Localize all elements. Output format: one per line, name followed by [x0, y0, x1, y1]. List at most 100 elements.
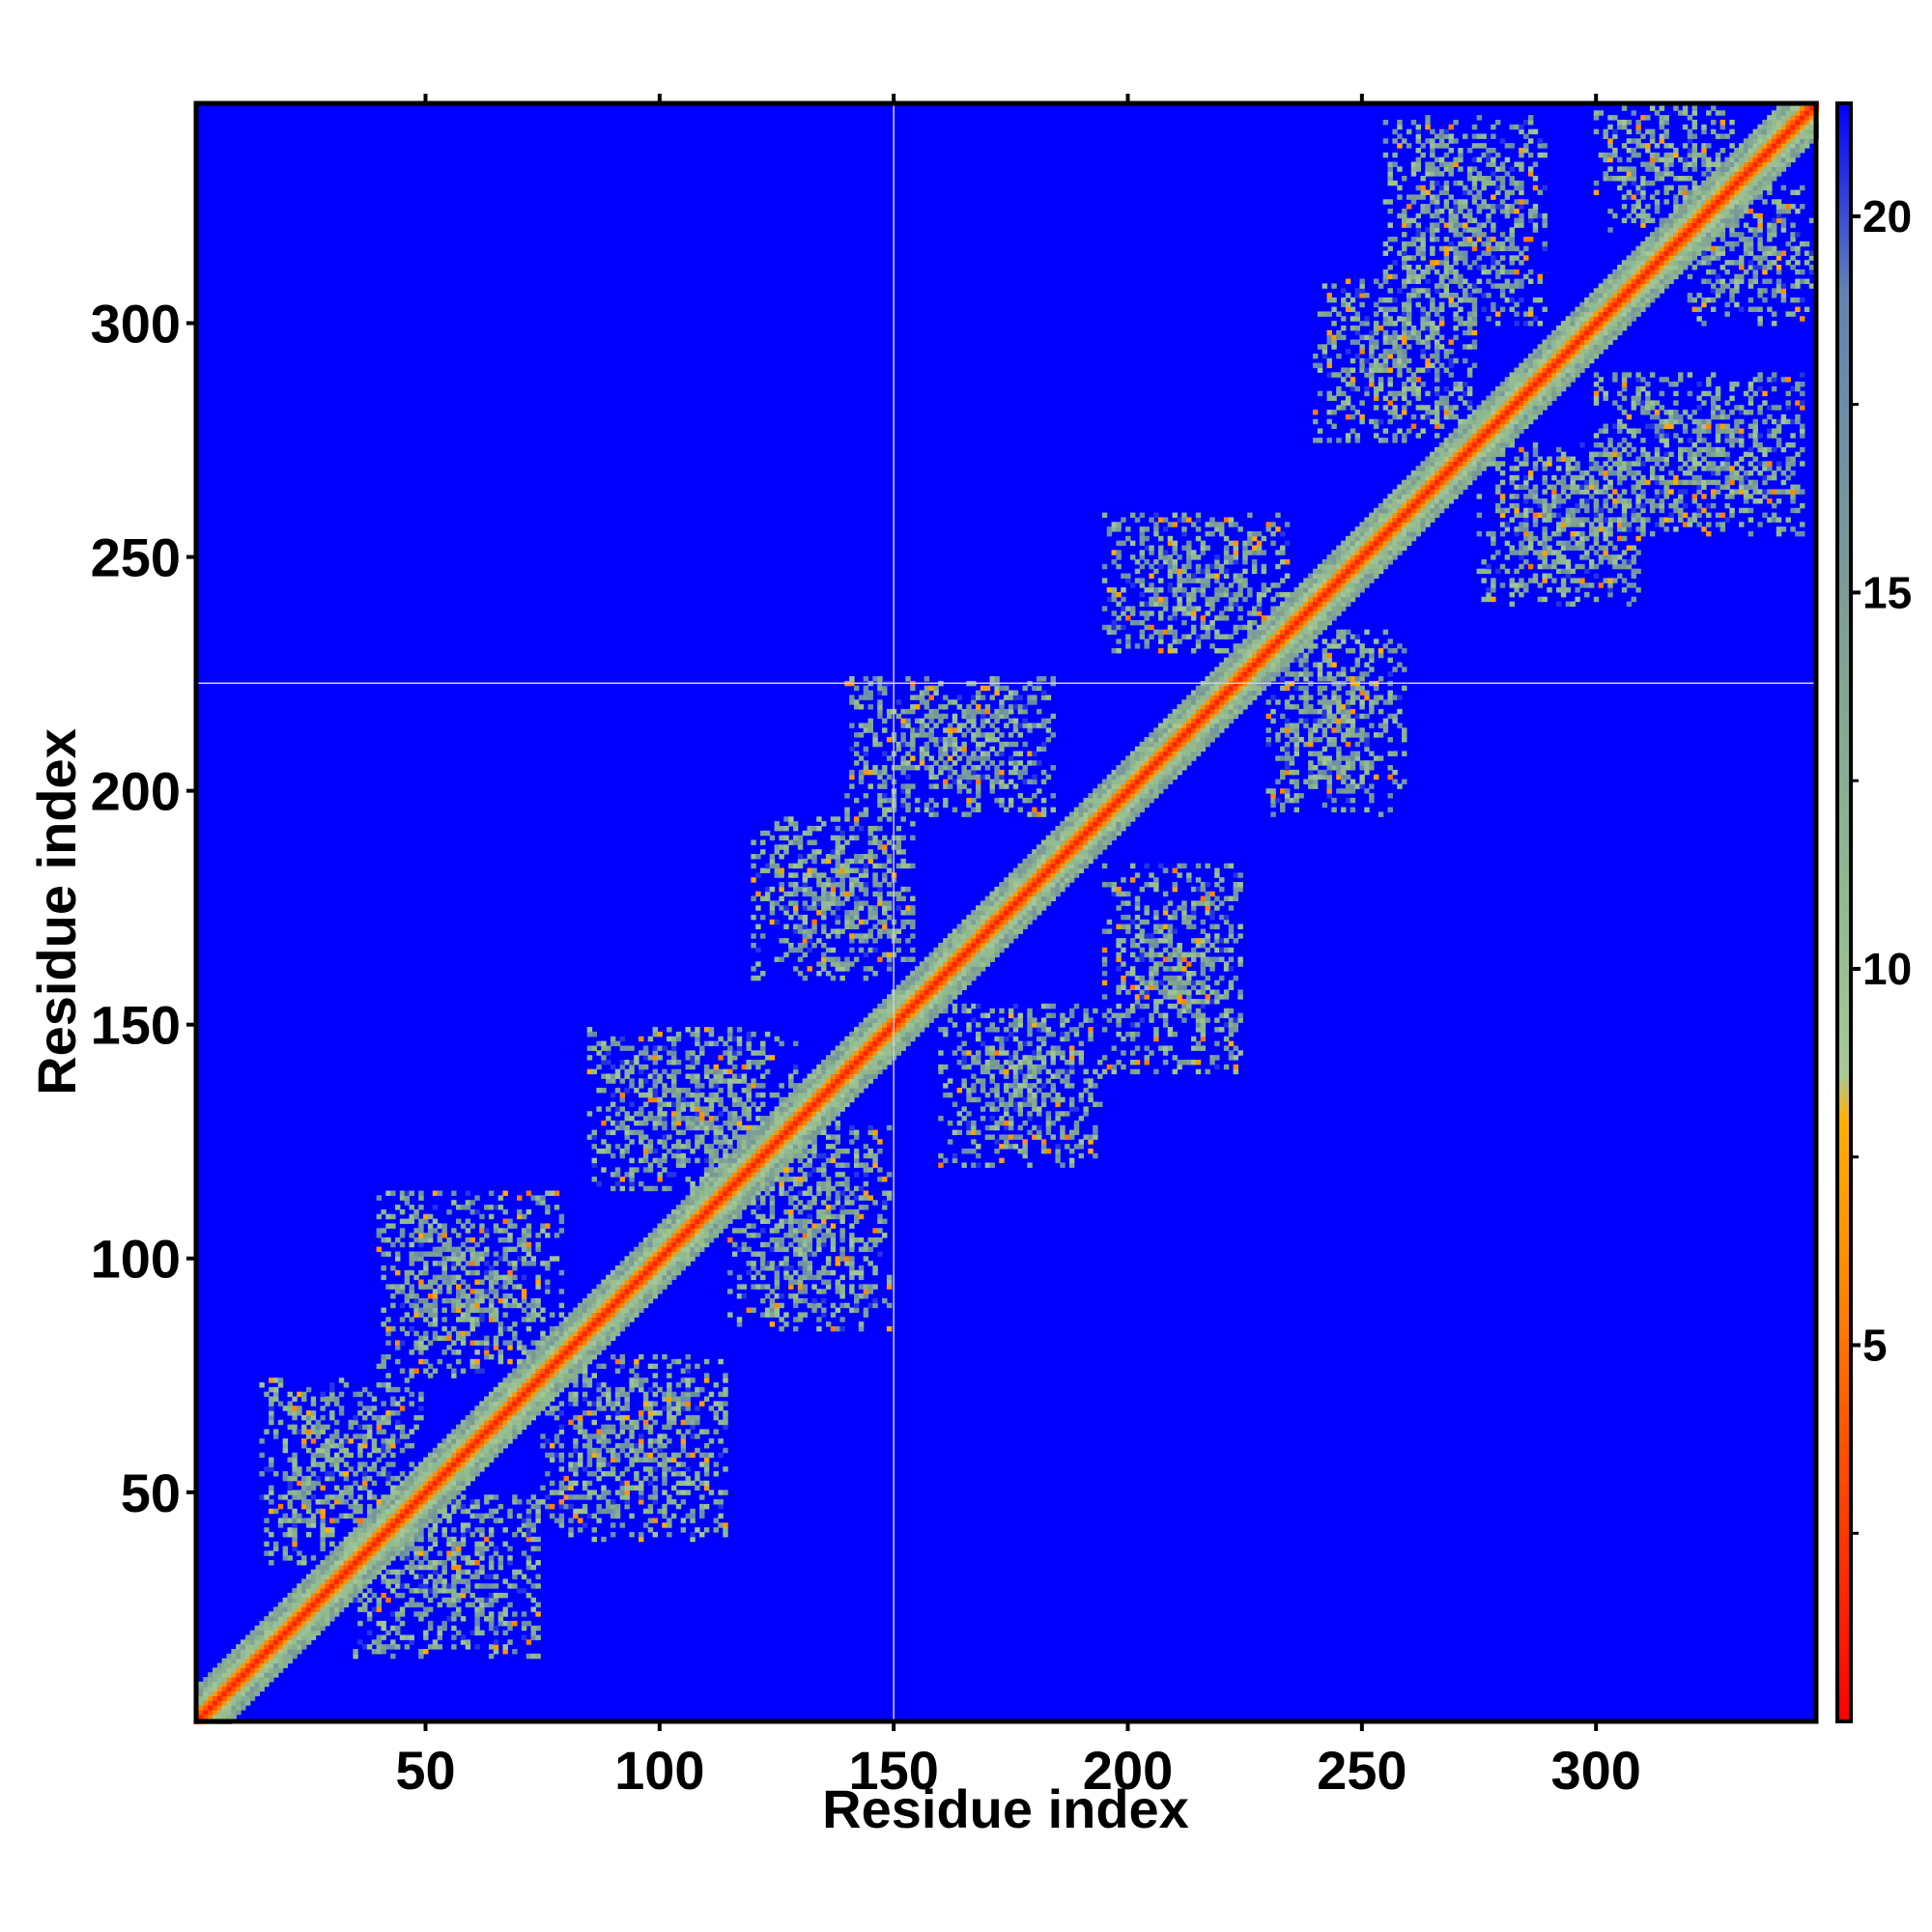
- heatmap-cell: [797, 1111, 804, 1117]
- heatmap-cell: [1017, 919, 1024, 925]
- heatmap-cell: [961, 961, 967, 967]
- heatmap-cell: [943, 956, 949, 962]
- heatmap-cell: [362, 1531, 368, 1538]
- heatmap-cell: [241, 1695, 246, 1701]
- heatmap-cell: [1621, 269, 1628, 275]
- heatmap-cell: [1149, 779, 1154, 784]
- heatmap-cell: [1350, 596, 1356, 603]
- heatmap-cell: [1060, 849, 1065, 855]
- heatmap-cell: [305, 1616, 312, 1622]
- heatmap-cell: [596, 1325, 602, 1332]
- heatmap-cell: [1270, 652, 1276, 659]
- heatmap-cell: [610, 1312, 616, 1318]
- heatmap-cell: [357, 1546, 363, 1551]
- heatmap-cell: [1691, 208, 1697, 214]
- heatmap-cell: [1509, 390, 1515, 397]
- heatmap-cell: [642, 1241, 649, 1248]
- heatmap-cell: [816, 1101, 822, 1107]
- heatmap-cell: [1364, 545, 1370, 551]
- heatmap-cell: [1022, 900, 1028, 906]
- heatmap-cell: [395, 1513, 401, 1520]
- heatmap-cell: [1139, 751, 1146, 756]
- heatmap-cell: [1430, 517, 1435, 523]
- heatmap-cell: [1504, 410, 1511, 415]
- heatmap-cell: [554, 1330, 560, 1337]
- heatmap-cell: [1621, 293, 1628, 298]
- heatmap-cell: [695, 1228, 700, 1234]
- heatmap-cell: [1312, 568, 1319, 575]
- heatmap-cell: [1004, 923, 1009, 930]
- heatmap-cell: [1162, 755, 1169, 761]
- heatmap-cell: [647, 1261, 654, 1266]
- heatmap-cell: [718, 1195, 724, 1201]
- heatmap-cell: [1466, 413, 1473, 420]
- heatmap-cell: [1729, 161, 1735, 167]
- heatmap-cell: [460, 1424, 467, 1431]
- heatmap-cell: [610, 1317, 616, 1322]
- heatmap-cell: [1083, 811, 1089, 817]
- heatmap-cell: [642, 1251, 649, 1257]
- heatmap-cell: [241, 1677, 246, 1683]
- heatmap-cell: [708, 1233, 715, 1238]
- heatmap-cell: [1724, 171, 1730, 177]
- heatmap-cell: [1101, 821, 1108, 827]
- heatmap-cell: [1158, 751, 1164, 756]
- heatmap-cell: [502, 1434, 508, 1439]
- heatmap-cell: [460, 1462, 467, 1467]
- heatmap-cell: [858, 1022, 865, 1028]
- heatmap-cell: [413, 1466, 419, 1472]
- heatmap-cell: [825, 1106, 832, 1112]
- heatmap-cell: [432, 1447, 439, 1454]
- heatmap-cell: [1471, 410, 1478, 415]
- heatmap-cell: [670, 1246, 677, 1253]
- heatmap-cell: [769, 1134, 776, 1140]
- heatmap-cell: [493, 1429, 499, 1435]
- heatmap-cell: [877, 1017, 883, 1023]
- heatmap-cell: [409, 1490, 414, 1495]
- heatmap-cell: [1668, 273, 1674, 280]
- heatmap-cell: [821, 1078, 827, 1084]
- heatmap-cell: [910, 1031, 916, 1037]
- heatmap-cell: [418, 1462, 424, 1467]
- heatmap-cell: [1158, 779, 1164, 784]
- heatmap-cell: [497, 1410, 504, 1416]
- heatmap-cell: [348, 1546, 354, 1551]
- heatmap-cell: [1397, 512, 1403, 519]
- heatmap-cell: [1060, 839, 1065, 845]
- heatmap-cell: [362, 1559, 368, 1566]
- heatmap-cell: [1631, 255, 1636, 261]
- heatmap-cell: [502, 1438, 508, 1444]
- heatmap-cell: [1438, 484, 1445, 490]
- heatmap-cell: [971, 971, 977, 977]
- heatmap-cell: [1205, 704, 1210, 710]
- heatmap-cell: [956, 966, 963, 972]
- heatmap-cell: [249, 1653, 256, 1660]
- heatmap-cell: [764, 1116, 771, 1122]
- heatmap-cell: [1247, 652, 1253, 659]
- heatmap-cell: [381, 1536, 386, 1543]
- heatmap-cell: [1378, 522, 1384, 527]
- heatmap-cell: [1336, 563, 1342, 570]
- heatmap-cell: [1645, 269, 1651, 275]
- heatmap-cell: [287, 1648, 293, 1655]
- heatmap-cell: [1687, 217, 1693, 224]
- heatmap-cell: [1037, 886, 1042, 893]
- heatmap-cell: [1663, 241, 1669, 247]
- heatmap-cell: [236, 1644, 242, 1650]
- heatmap-cell: [432, 1457, 439, 1463]
- heatmap-cell: [1270, 611, 1276, 616]
- heatmap-cell: [1466, 433, 1473, 439]
- heatmap-cell: [788, 1096, 794, 1103]
- heatmap-cell: [241, 1686, 246, 1692]
- heatmap-cell: [1106, 830, 1113, 837]
- heatmap-cell: [699, 1180, 705, 1187]
- heatmap-cell: [619, 1297, 626, 1304]
- heatmap-cell: [788, 1120, 794, 1126]
- heatmap-cell: [989, 923, 995, 930]
- heatmap-cell: [797, 1083, 804, 1089]
- heatmap-cell: [839, 1092, 845, 1098]
- heatmap-cell: [413, 1475, 419, 1482]
- heatmap-cell: [1125, 765, 1131, 771]
- heatmap-cell: [1012, 923, 1019, 930]
- heatmap-cell: [1523, 395, 1529, 401]
